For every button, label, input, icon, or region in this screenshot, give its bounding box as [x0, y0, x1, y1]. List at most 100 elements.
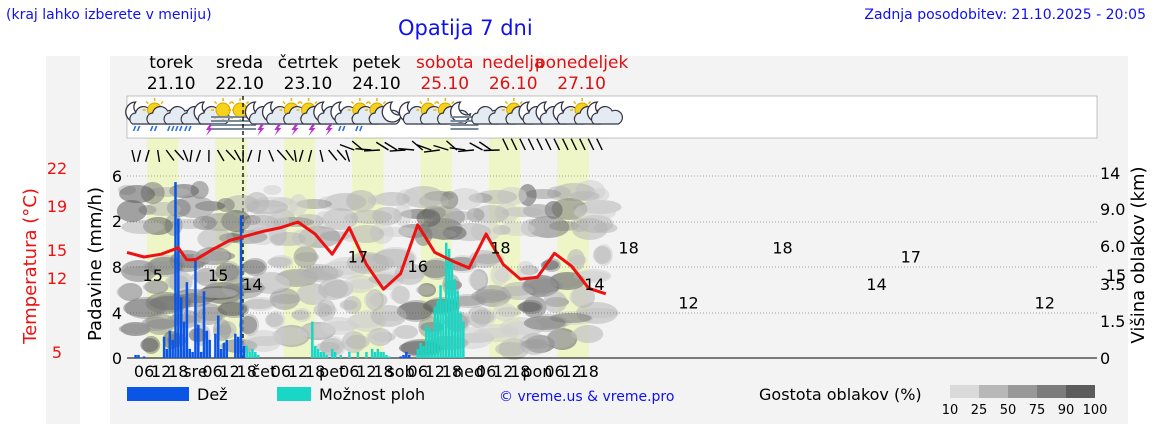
rain-drop: [167, 125, 171, 132]
rain-bar: [142, 356, 146, 358]
moon-icon: [381, 101, 403, 123]
wind-barb: [483, 149, 500, 152]
wind-barb: [328, 149, 338, 161]
shower-bar: [325, 354, 328, 358]
cloud-density-cell: [339, 300, 358, 310]
day-date: 25.10: [420, 74, 469, 94]
wind-barb: [527, 138, 535, 151]
cloud-density-cell: [416, 209, 441, 227]
shower-bar: [385, 354, 388, 358]
day-date: 24.10: [352, 74, 401, 94]
day-name: sobota: [416, 53, 474, 73]
cloud-density-legend-title: Gostota oblakov (%): [759, 385, 922, 404]
x-tick-label: sre: [183, 362, 207, 381]
cloud-density-cell: [571, 327, 602, 341]
showers-legend-label: Možnost ploh: [319, 385, 425, 404]
precipitation-tick: 0: [112, 349, 122, 368]
cloud-density-cell: [119, 185, 156, 203]
page-title: Opatija 7 dni: [398, 16, 533, 40]
rain-drop: [338, 125, 342, 132]
wind-barb: [336, 149, 347, 161]
rain-bar: [205, 330, 209, 358]
cloud-density-cell: [519, 333, 550, 355]
shower-bar: [356, 351, 360, 358]
moon-cloud-icon: [586, 101, 624, 125]
rain-bar: [191, 351, 194, 358]
temperature-label: 15: [1106, 266, 1126, 285]
wind-barb: [570, 138, 578, 151]
cloud-density-cell: [420, 260, 451, 278]
wind-barb: [416, 144, 432, 151]
cloud-density-cell: [543, 291, 568, 313]
credit-text: © vreme.us & vreme.pro: [499, 389, 674, 405]
rain-bar: [134, 354, 137, 358]
rain-bar: [242, 345, 246, 358]
wind-barb: [195, 149, 202, 162]
x-tick-label: 06: [339, 362, 359, 381]
wind-barb: [174, 149, 185, 161]
cloud-density-cell: [344, 275, 375, 293]
x-tick-label: 18: [168, 362, 188, 381]
wind-barb: [307, 149, 313, 162]
shower-bar: [419, 342, 422, 358]
cloud-density-cell: [313, 303, 332, 317]
sun-ray: [314, 100, 318, 105]
cloud-density-level: 90: [1058, 403, 1075, 418]
sun-ray: [231, 100, 235, 105]
cloud-density-cell: [567, 249, 585, 271]
cloud-density-cell: [468, 271, 487, 289]
wind-barb: [225, 149, 236, 161]
shower-bar: [248, 351, 251, 358]
cloud-density-cell: [246, 200, 289, 214]
cloud-density-cell: [193, 249, 230, 263]
cloud-density-cell: [366, 330, 391, 344]
shower-bar: [379, 351, 382, 358]
cloud-density-cell: [516, 261, 535, 279]
temperature-label: 17: [901, 248, 921, 267]
shower-bar: [339, 354, 343, 358]
shower-bar: [433, 306, 437, 358]
cloud-density-cell: [239, 316, 258, 334]
wind-barb: [433, 144, 449, 151]
cloud-density-level: 50: [1000, 403, 1017, 418]
shower-bar: [447, 248, 451, 358]
cloud-density-swatch: [1037, 385, 1066, 398]
rain-drop: [359, 125, 363, 132]
wind-barb: [257, 149, 261, 163]
shower-bar: [370, 348, 374, 358]
rain-bar: [239, 215, 243, 358]
temperature-label: 15: [208, 266, 228, 285]
sun-ray: [297, 100, 301, 105]
rain-bar: [137, 354, 140, 358]
cloud-density-cell: [471, 289, 508, 303]
cloud-density-cell: [140, 338, 159, 352]
rain-legend-label: Dež: [197, 385, 228, 404]
wind-barb: [579, 138, 586, 151]
shower-bar: [373, 351, 377, 358]
cloud-density-cell: [116, 285, 141, 299]
cloud-density-cell: [318, 278, 349, 300]
wind-barb: [276, 149, 287, 161]
shower-bar: [416, 348, 419, 358]
sun-ray: [282, 100, 286, 105]
cloud-density-cell: [315, 342, 340, 352]
wind-barb: [319, 149, 324, 162]
shower-bar: [453, 279, 457, 358]
cloud-density-cell: [517, 302, 542, 312]
cloud-density-cell: [217, 302, 248, 316]
rain-bar: [225, 339, 229, 358]
moon-shape: [381, 101, 403, 123]
cloud-density-cell: [296, 264, 339, 282]
shower-bar: [462, 321, 465, 358]
temperature-label: 17: [348, 248, 368, 267]
rain-bar: [208, 339, 211, 358]
day-date: 21.10: [147, 74, 196, 94]
rain-bar: [188, 348, 191, 358]
rain-bar: [165, 348, 169, 358]
rain-drop: [175, 125, 179, 132]
cloud-density-cell: [370, 305, 407, 327]
wind-barb: [345, 149, 351, 162]
shower-bar: [459, 312, 462, 358]
cloud-height-tick: 3.5: [1100, 275, 1125, 294]
